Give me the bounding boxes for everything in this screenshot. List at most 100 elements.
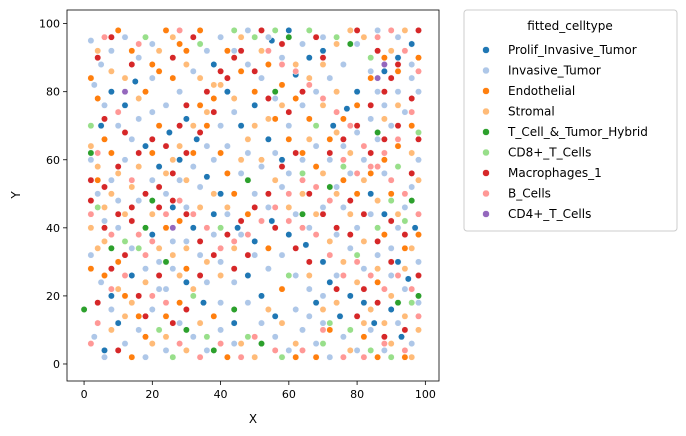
data-point: [169, 251, 177, 259]
data-point: [155, 122, 163, 130]
data-point: [360, 237, 368, 245]
data-point: [258, 163, 265, 171]
data-point: [128, 135, 136, 143]
data-point: [258, 217, 265, 225]
data-point: [142, 224, 149, 232]
data-point: [264, 61, 272, 68]
data-point: [380, 101, 388, 109]
data-point: [169, 224, 177, 232]
data-point: [155, 272, 163, 279]
data-point: [387, 244, 395, 252]
data-point: [182, 326, 190, 334]
legend-marker: [482, 46, 490, 54]
data-point: [87, 37, 95, 45]
data-point: [182, 278, 190, 286]
data-point: [148, 40, 156, 48]
data-point: [339, 163, 347, 171]
data-point: [312, 163, 320, 171]
data-point: [142, 265, 149, 273]
data-point: [251, 122, 259, 130]
data-point: [169, 156, 177, 164]
data-point: [203, 346, 211, 354]
data-point: [196, 74, 204, 82]
data-point: [148, 197, 156, 205]
data-point: [333, 224, 341, 232]
data-point: [244, 272, 252, 279]
data-point: [128, 61, 136, 68]
data-point: [223, 169, 231, 177]
data-point: [380, 319, 388, 327]
data-point: [128, 203, 136, 211]
y-axis-label: Y: [9, 191, 23, 200]
data-point: [176, 340, 184, 348]
data-point: [333, 272, 341, 279]
data-point: [189, 149, 197, 157]
legend-label: CD8+_T_Cells: [508, 146, 591, 160]
data-point: [230, 278, 238, 286]
data-point: [326, 319, 334, 327]
data-point: [370, 319, 378, 327]
legend-label: B_Cells: [508, 187, 551, 201]
data-point: [101, 183, 108, 191]
data-point: [346, 210, 354, 218]
data-point: [148, 176, 156, 184]
data-point: [94, 203, 102, 211]
data-point: [401, 353, 409, 361]
data-point: [374, 129, 382, 136]
data-point: [142, 190, 149, 198]
data-point: [299, 149, 306, 157]
data-point: [234, 224, 242, 232]
data-point: [380, 54, 388, 62]
legend-marker: [482, 107, 490, 116]
data-point: [135, 40, 143, 48]
data-point: [367, 74, 375, 82]
data-point: [353, 312, 361, 320]
data-point: [367, 306, 375, 313]
y-tick-label: 0: [53, 358, 60, 371]
data-point: [380, 169, 388, 177]
data-point: [244, 26, 252, 34]
data-point: [278, 319, 286, 327]
data-point: [107, 67, 115, 75]
data-point: [101, 237, 108, 245]
data-point: [312, 183, 320, 191]
data-point: [203, 333, 211, 341]
data-point: [380, 156, 388, 164]
data-point: [367, 190, 375, 198]
data-point: [271, 176, 279, 184]
data-point: [162, 210, 170, 218]
data-point: [94, 299, 102, 307]
data-point: [333, 231, 341, 239]
data-point: [380, 88, 388, 96]
data-point: [107, 47, 115, 55]
data-point: [312, 142, 320, 150]
data-point: [326, 74, 334, 82]
data-point: [367, 346, 375, 354]
data-point: [114, 197, 122, 205]
data-point: [121, 272, 129, 279]
data-point: [128, 183, 136, 191]
data-point: [285, 169, 293, 177]
data-point: [312, 33, 320, 41]
data-point: [367, 163, 375, 171]
data-point: [210, 346, 218, 354]
legend-marker: [482, 128, 490, 136]
data-point: [278, 81, 286, 89]
data-point: [329, 122, 337, 130]
data-point: [408, 299, 416, 307]
data-point: [196, 353, 204, 361]
data-point: [155, 47, 163, 55]
data-point: [367, 149, 375, 157]
data-point: [394, 135, 402, 143]
data-point: [169, 265, 177, 273]
data-point: [380, 67, 388, 75]
data-point: [155, 326, 163, 334]
data-point: [326, 197, 334, 205]
data-point: [148, 210, 156, 218]
y-tick-label: 100: [39, 18, 60, 31]
data-point: [148, 340, 156, 348]
data-point: [196, 40, 204, 48]
data-point: [135, 244, 143, 252]
data-point: [169, 319, 177, 327]
data-point: [217, 224, 225, 232]
